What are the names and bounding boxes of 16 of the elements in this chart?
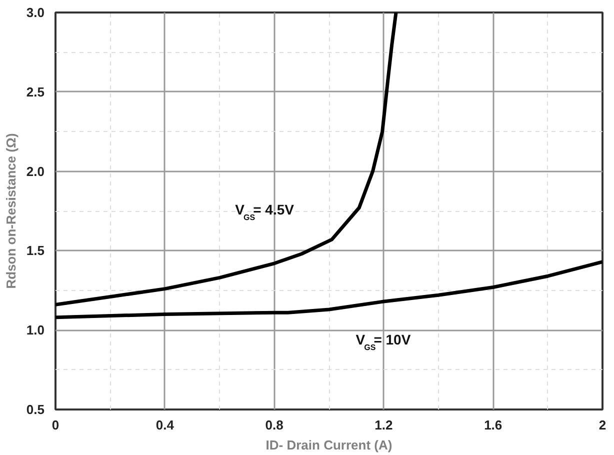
line-series xyxy=(56,12,398,306)
x-tick-label: 0.8 xyxy=(265,418,284,432)
y-tick-label: 1.5 xyxy=(26,243,45,258)
y-axis-title: Rdson on-Resistance (Ω) xyxy=(3,133,18,289)
y-tick-label: 3.0 xyxy=(26,5,45,20)
x-tick-label: 0 xyxy=(52,418,60,432)
x-tick-label: 1.6 xyxy=(484,418,502,432)
x-tick-label: 1.2 xyxy=(374,418,393,432)
y-tick-label: 2.5 xyxy=(26,84,45,100)
y-tick-label: 1.0 xyxy=(26,322,45,338)
y-tick-label: 0.5 xyxy=(26,402,45,417)
line-series xyxy=(56,260,602,320)
x-tick-label: 2 xyxy=(598,418,606,432)
x-tick-label: 0.4 xyxy=(156,418,175,432)
y-tick-label: 2.0 xyxy=(26,164,45,179)
x-axis-title: ID- Drain Current (A) xyxy=(266,438,392,452)
